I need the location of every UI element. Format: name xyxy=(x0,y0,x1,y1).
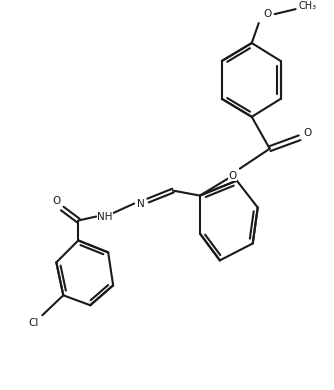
Text: O: O xyxy=(52,195,60,206)
Text: CH₃: CH₃ xyxy=(299,1,317,11)
Text: O: O xyxy=(304,128,312,138)
Text: N: N xyxy=(137,199,145,209)
Text: NH: NH xyxy=(98,211,113,222)
Text: O: O xyxy=(229,171,237,181)
Text: O: O xyxy=(264,9,272,19)
Text: Cl: Cl xyxy=(28,318,39,328)
